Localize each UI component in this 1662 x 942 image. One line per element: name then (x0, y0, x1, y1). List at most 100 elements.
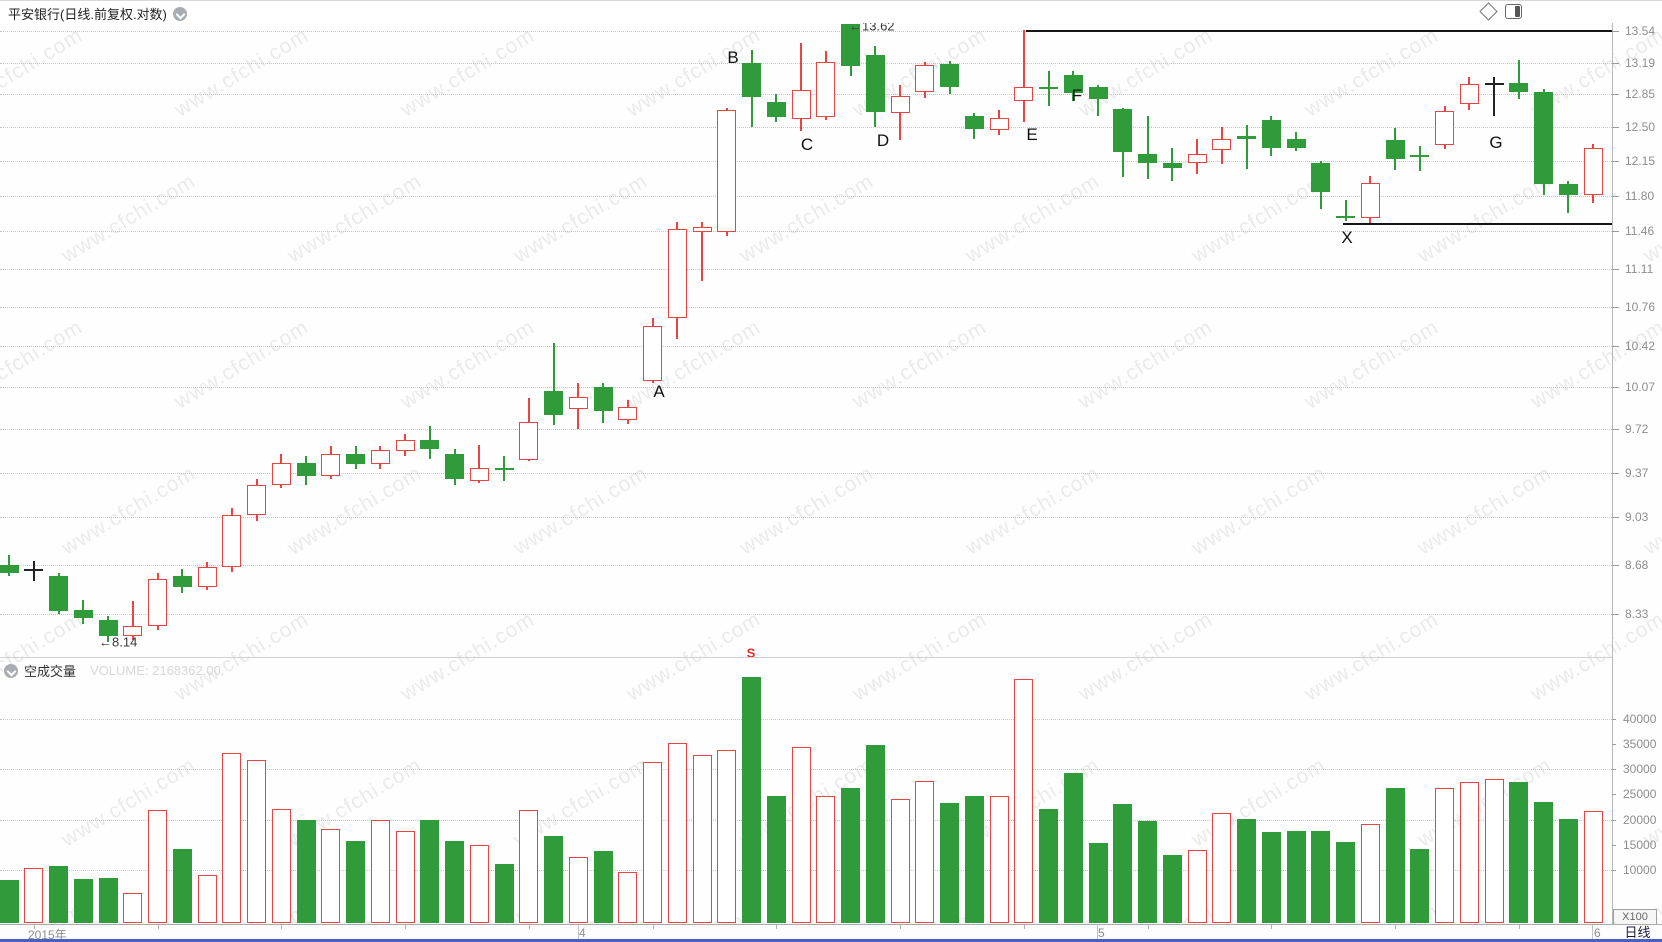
grid-line (0, 161, 1612, 163)
volume-axis-label: 10000 (1623, 862, 1657, 877)
watermark-text: www.cfchi.com (509, 461, 652, 560)
price-axis-tick (1612, 196, 1619, 198)
candle-wick (32, 560, 35, 582)
month-separator (578, 925, 579, 940)
annotation-letter: E (1026, 125, 1038, 144)
grid-line (0, 564, 1612, 566)
candle-body (1336, 215, 1355, 218)
week-tick (405, 925, 406, 929)
candle-body (445, 453, 464, 480)
volume-axis-tick (1612, 744, 1616, 746)
candle-body (816, 61, 836, 117)
annotation-letter: X (1341, 228, 1353, 247)
candle-body (1583, 148, 1603, 196)
candle-body (247, 484, 266, 515)
grid-line (0, 614, 1612, 616)
volume-bar (172, 849, 192, 923)
week-tick (652, 925, 654, 929)
watermark-text: www.cfchi.com (735, 461, 878, 560)
period-selector[interactable]: 日线 (1613, 925, 1662, 940)
time-axis: 日线 2015年 4 5 6 (0, 924, 1662, 942)
watermark-text: www.cfchi.com (1300, 23, 1443, 122)
symbol-dropdown[interactable]: 平安银行(日线.前复权.对数) (8, 4, 187, 23)
price-axis-tick (1612, 127, 1619, 129)
week-tick (1147, 925, 1149, 929)
candle-body (568, 397, 588, 410)
volume-bar (865, 745, 885, 923)
candle-wick (701, 222, 703, 281)
chevron-down-icon[interactable] (172, 6, 187, 21)
candle-wick (1493, 77, 1495, 116)
volume-bar (1261, 831, 1281, 923)
volume-bar (1237, 819, 1256, 923)
grid-line (0, 517, 1612, 519)
price-axis-label: 12.50 (1625, 120, 1656, 135)
candle-body (370, 450, 390, 465)
candle-body (766, 101, 786, 117)
watermark-text: www.cfchi.com (396, 23, 539, 122)
month-separator (1097, 925, 1098, 940)
diamond-icon[interactable] (1479, 2, 1498, 21)
price-axis-label: 12.85 (1625, 87, 1656, 102)
annotation-letter: A (653, 382, 665, 401)
price-axis-label: 11.11 (1625, 261, 1654, 276)
price-axis-tick (1612, 307, 1619, 308)
volume-bar (1311, 830, 1331, 923)
horizontal-scrollbar[interactable] (0, 939, 1662, 942)
price-axis-tick (1612, 428, 1619, 430)
watermark-text: www.cfchi.com (1187, 169, 1330, 268)
candle-body (1534, 92, 1553, 185)
candle-body (989, 117, 1009, 131)
candle-body (222, 514, 242, 568)
candle-wick (478, 445, 481, 484)
volume-axis-tick (1612, 869, 1616, 871)
volume-bar (1162, 855, 1182, 923)
volume-axis-label: 35000 (1623, 737, 1657, 752)
candle-body (1558, 184, 1578, 196)
month-separator (1592, 925, 1593, 940)
volume-bar (494, 864, 514, 923)
candle-body (296, 462, 316, 476)
week-tick (1271, 925, 1273, 929)
price-axis-label: 11.46 (1625, 224, 1655, 239)
volume-bar (1088, 842, 1108, 923)
candle-body (1435, 110, 1454, 145)
candle-body (469, 467, 489, 481)
watermark-text: www.cfchi.com (283, 169, 426, 268)
price-axis-tick (1612, 31, 1619, 33)
volume-bar (593, 851, 613, 923)
watermark-text: www.cfchi.com (0, 315, 87, 414)
candle-wick (1418, 145, 1421, 172)
volume-bar (667, 743, 687, 923)
volume-bar (370, 820, 390, 923)
price-axis-tick (1612, 564, 1619, 566)
grid-line (0, 345, 1612, 347)
candle-body (271, 462, 291, 485)
price-axis-tick (1612, 268, 1619, 270)
grid-line (0, 31, 1612, 33)
price-axis-label: 12.15 (1625, 154, 1656, 169)
chart-title: 平安银行(日线.前复权.对数) (8, 7, 167, 22)
volume-bar (1336, 841, 1355, 923)
volume-pane-header: 空成交量 VOLUME: 2168362.00 (0, 657, 1612, 679)
volume-bar (1039, 809, 1058, 923)
candle-body (717, 110, 737, 233)
collapse-pane-icon[interactable] (4, 663, 18, 678)
volume-bar (964, 795, 984, 923)
candle-wick (131, 601, 134, 641)
candle-body (494, 467, 514, 470)
volume-bar (197, 874, 217, 923)
price-axis-tick (1612, 517, 1619, 519)
week-tick (776, 925, 778, 929)
candle-body (1162, 163, 1182, 169)
price-axis-tick (1612, 614, 1619, 616)
volume-bar (1435, 788, 1454, 923)
candle-wick (1517, 59, 1520, 99)
candle-body (1039, 86, 1058, 89)
volume-bar (692, 754, 712, 923)
candle-body (395, 440, 415, 452)
candle-body (791, 90, 811, 119)
volume-bar (1385, 787, 1405, 923)
candle-body (1261, 119, 1281, 149)
panel-layout-icon[interactable] (1505, 4, 1522, 19)
